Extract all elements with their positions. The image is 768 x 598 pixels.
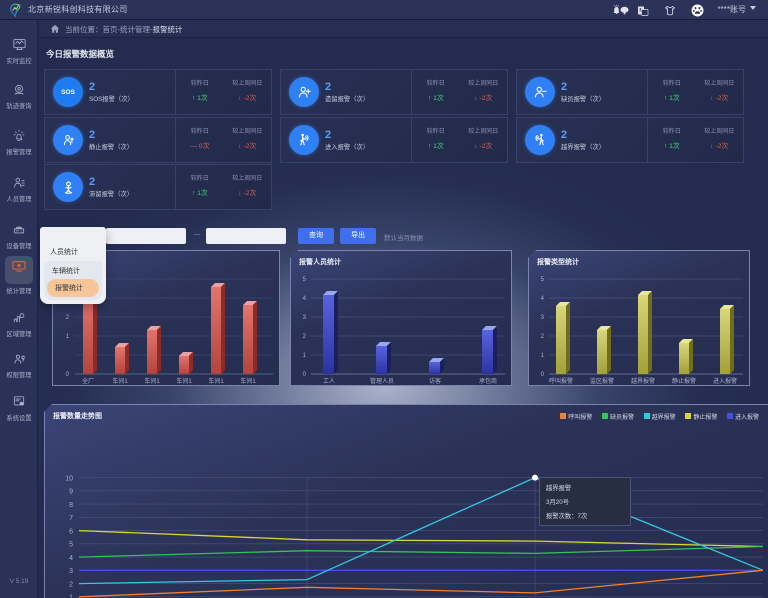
svg-text:4: 4 xyxy=(69,555,73,562)
svg-text:管理人员: 管理人员 xyxy=(370,377,394,385)
svg-text:车间1: 车间1 xyxy=(208,377,224,385)
svg-text:2: 2 xyxy=(69,582,73,589)
svg-text:访客: 访客 xyxy=(429,377,441,385)
svg-text:工人: 工人 xyxy=(323,378,335,385)
svg-text:0: 0 xyxy=(541,372,545,378)
svg-text:1: 1 xyxy=(303,353,307,359)
svg-text:2: 2 xyxy=(66,315,70,321)
svg-text:3: 3 xyxy=(303,315,307,321)
svg-text:车间1: 车间1 xyxy=(112,377,128,385)
svg-text:车间1: 车间1 xyxy=(144,377,160,385)
svg-text:1: 1 xyxy=(541,353,545,359)
svg-text:1: 1 xyxy=(66,334,70,340)
svg-text:10: 10 xyxy=(65,476,73,483)
svg-text:2: 2 xyxy=(303,334,307,340)
svg-text:9: 9 xyxy=(69,489,73,496)
svg-text:5: 5 xyxy=(303,277,307,283)
svg-text:7: 7 xyxy=(69,515,73,522)
svg-text:呼叫报警: 呼叫报警 xyxy=(549,377,573,385)
svg-text:0: 0 xyxy=(66,372,70,378)
svg-text:3: 3 xyxy=(541,315,545,321)
svg-text:3: 3 xyxy=(69,568,73,575)
svg-text:车间1: 车间1 xyxy=(176,377,192,385)
svg-text:4: 4 xyxy=(541,296,545,302)
svg-text:2: 2 xyxy=(541,334,545,340)
svg-text:静止报警: 静止报警 xyxy=(672,377,696,385)
svg-text:承包商: 承包商 xyxy=(479,377,497,385)
svg-text:车间1: 车间1 xyxy=(240,377,256,385)
svg-text:全厂: 全厂 xyxy=(82,377,94,385)
svg-text:进入报警: 进入报警 xyxy=(713,377,737,385)
svg-text:5: 5 xyxy=(69,542,73,549)
svg-text:6: 6 xyxy=(69,529,73,536)
svg-text:0: 0 xyxy=(303,372,307,378)
svg-text:越界报警: 越界报警 xyxy=(631,377,655,385)
svg-text:5: 5 xyxy=(541,277,545,283)
svg-text:4: 4 xyxy=(303,296,307,302)
svg-text:监区报警: 监区报警 xyxy=(590,377,614,385)
svg-text:8: 8 xyxy=(69,502,73,509)
